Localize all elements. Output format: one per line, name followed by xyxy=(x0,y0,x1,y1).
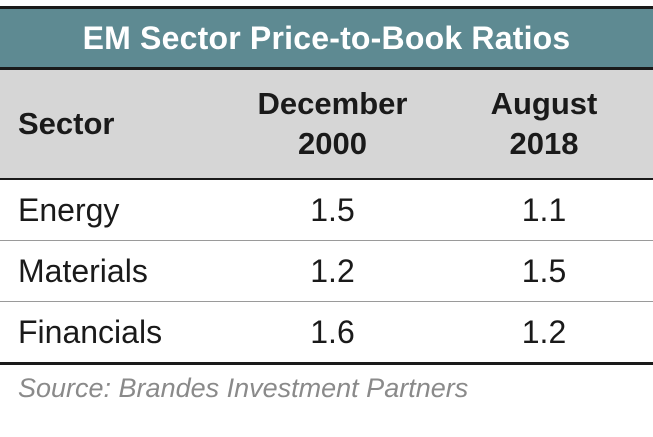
row-dec2000-value: 1.2 xyxy=(310,252,355,289)
header-december-label: December xyxy=(257,86,408,121)
row-sector: Materials xyxy=(18,252,148,289)
table-title: EM Sector Price-to-Book Ratios xyxy=(0,6,653,70)
table-header-row: Sector December 2000 August 2018 xyxy=(0,70,653,180)
source-note: Source: Brandes Investment Partners xyxy=(18,373,469,403)
header-december-2000: December 2000 xyxy=(230,84,435,164)
row-aug2018-value: 1.1 xyxy=(521,191,567,228)
table-row: Energy 1.5 1.1 xyxy=(0,180,653,241)
header-sector: Sector xyxy=(18,106,115,141)
row-sector: Energy xyxy=(18,191,120,228)
header-august-2018: August 2018 xyxy=(435,84,653,164)
row-dec2000-value: 1.5 xyxy=(310,191,355,228)
row-aug2018-value: 1.5 xyxy=(521,252,567,289)
header-2018-label: 2018 xyxy=(509,126,579,161)
table-row: Materials 1.2 1.5 xyxy=(0,241,653,302)
pb-ratio-table: EM Sector Price-to-Book Ratios Sector De… xyxy=(0,6,653,365)
header-2000-label: 2000 xyxy=(298,126,367,161)
row-sector: Financials xyxy=(18,313,163,350)
row-aug2018-value: 1.2 xyxy=(521,313,567,350)
table-row: Financials 1.6 1.2 xyxy=(0,302,653,365)
row-dec2000-value: 1.6 xyxy=(310,313,355,350)
header-august-label: August xyxy=(490,86,598,121)
